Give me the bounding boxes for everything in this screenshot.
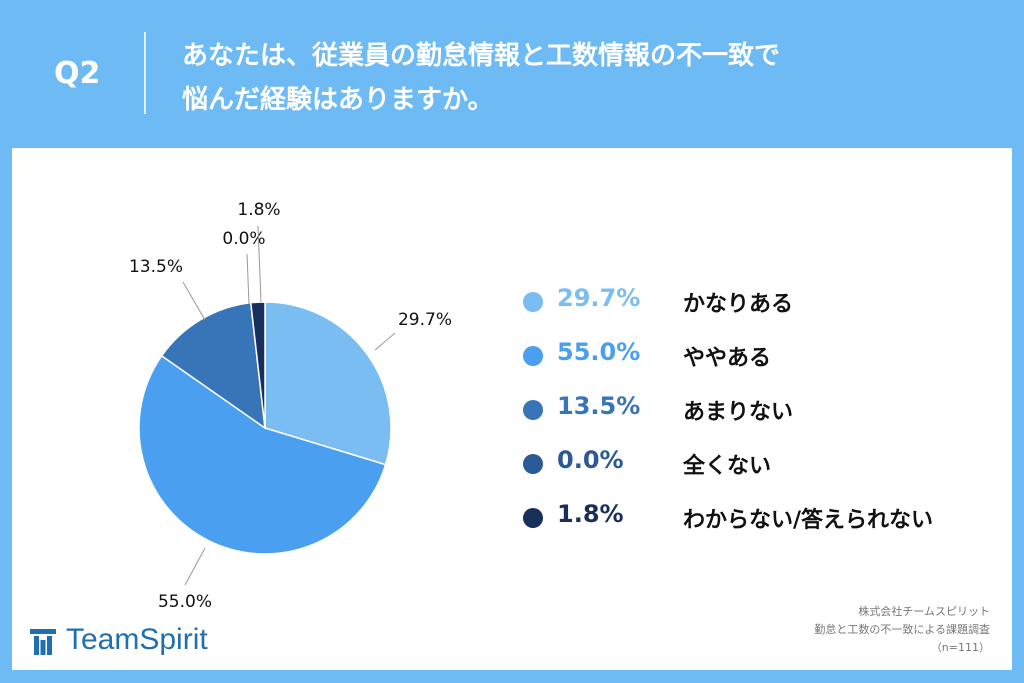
data-label: 1.8% (237, 200, 280, 220)
legend-item: 1.8% わからない/答えられない (523, 496, 993, 550)
legend-percent: 0.0% (557, 446, 624, 474)
data-label: 55.0% (158, 592, 212, 612)
pie-slice (138, 354, 387, 555)
teamspirit-logo-icon (30, 629, 56, 655)
legend-dot (523, 454, 543, 474)
pie-slice (264, 301, 392, 466)
legend-dot (523, 508, 543, 528)
legend-item: 29.7% かなりある (523, 280, 993, 334)
legend-percent: 55.0% (557, 338, 641, 366)
leader-line (246, 253, 250, 305)
source-note: 株式会社チームスピリット 勤怠と工数の不一致による課題調査 （n=111） (814, 603, 990, 657)
title-line-2: 悩んだ経験はありますか。 (182, 85, 494, 115)
title-line-1: あなたは、従業員の勤怠情報と工数情報の不一致で (182, 41, 781, 71)
legend-item: 55.0% ややある (523, 334, 993, 388)
data-label: 13.5% (129, 257, 183, 277)
legend-category: 全くない (683, 454, 772, 479)
legend-category: ややある (683, 346, 772, 371)
legend-percent: 29.7% (557, 284, 641, 312)
legend-dot (523, 292, 543, 312)
legend-percent: 1.8% (557, 500, 624, 528)
leader-line (257, 225, 262, 303)
question-label: Q2 (54, 56, 101, 91)
legend-dot (523, 400, 543, 420)
legend-category: かなりある (683, 292, 794, 317)
pie-slice (160, 301, 266, 430)
question-title: あなたは、従業員の勤怠情報と工数情報の不一致で 悩んだ経験はありますか。 (182, 34, 780, 122)
logo-text: TeamSpirit (66, 623, 208, 656)
legend-category: わからない/答えられない (683, 508, 934, 533)
leader-line (182, 281, 206, 321)
header: Q2 あなたは、従業員の勤怠情報と工数情報の不一致で 悩んだ経験はありますか。 (0, 0, 1024, 148)
data-label: 0.0% (222, 229, 265, 249)
legend: 29.7% かなりある 55.0% ややある 13.5% あまりない 0.0% … (523, 280, 993, 550)
pie-slice (249, 301, 266, 429)
data-label: 29.7% (398, 310, 452, 330)
legend-category: あまりない (683, 400, 794, 425)
leader-line (374, 332, 396, 351)
source-survey: 勤怠と工数の不一致による課題調査 (814, 623, 990, 636)
source-sample-size: （n=111） (930, 641, 990, 654)
source-company: 株式会社チームスピリット (858, 605, 990, 618)
legend-dot (523, 346, 543, 366)
legend-percent: 13.5% (557, 392, 641, 420)
header-divider (144, 32, 146, 114)
legend-item: 0.0% 全くない (523, 442, 993, 496)
leader-line (184, 547, 206, 586)
legend-item: 13.5% あまりない (523, 388, 993, 442)
